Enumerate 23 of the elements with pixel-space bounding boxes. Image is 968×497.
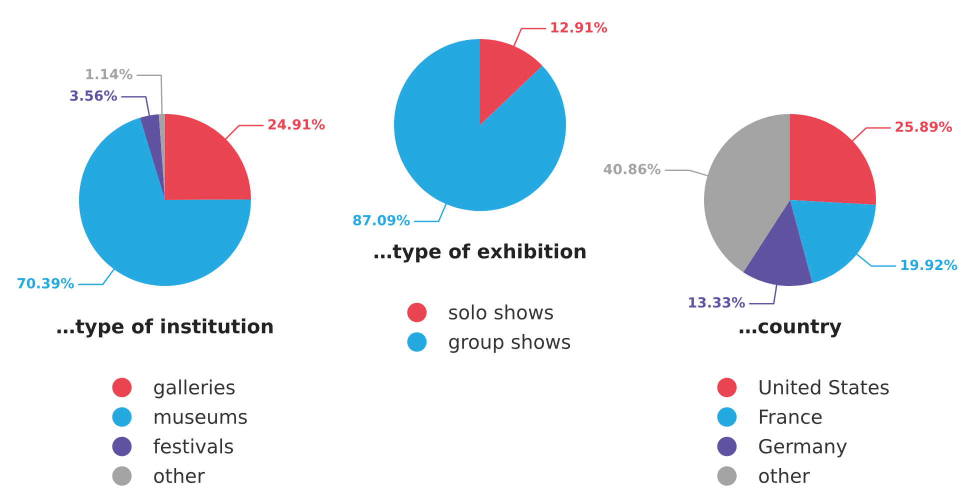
legend-label: other (154, 468, 205, 484)
data-label: 19.92% (901, 260, 958, 270)
legend-label: France (760, 410, 822, 424)
data-label: 87.09% (353, 214, 410, 226)
legend-label: festivals (154, 438, 234, 454)
legend-label: other (759, 468, 810, 484)
legend-label: solo shows (449, 304, 553, 320)
text: …country (740, 320, 842, 338)
data-label: 13.33% (689, 297, 745, 308)
data-label: 24.91% (268, 119, 325, 130)
data-label: 40.86% (604, 164, 661, 174)
legend-label: United States (760, 380, 889, 395)
text: …type of institution (57, 318, 273, 338)
text: …type of exhibition (374, 244, 586, 262)
data-label: 70.39% (17, 278, 74, 289)
legend-label: Germany (759, 438, 847, 458)
legend-label: group shows (449, 334, 570, 353)
data-label: 1.14% (86, 68, 132, 80)
data-label: 3.56% (70, 90, 118, 101)
legend-label: galleries (154, 380, 235, 398)
data-label: 25.89% (896, 121, 952, 132)
data-label: 12.91% (551, 22, 608, 33)
legend-label: museums (154, 412, 247, 424)
